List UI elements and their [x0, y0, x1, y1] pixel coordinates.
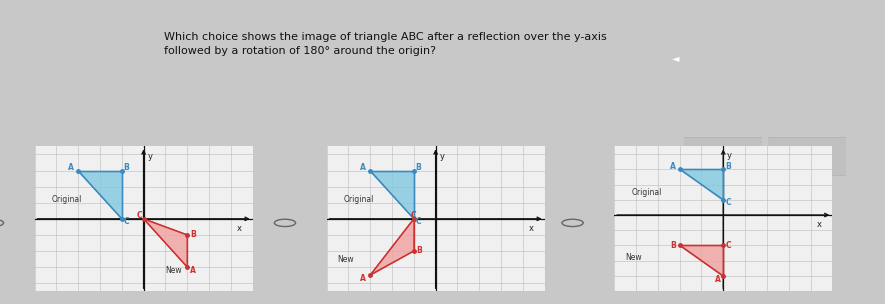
Text: B: B: [189, 230, 196, 240]
Text: C: C: [411, 211, 417, 220]
Text: C: C: [726, 241, 732, 250]
FancyBboxPatch shape: [766, 137, 849, 176]
Text: Original: Original: [632, 188, 662, 197]
Polygon shape: [370, 171, 414, 219]
Text: C: C: [726, 198, 732, 206]
Text: x: x: [529, 224, 535, 233]
Text: C: C: [415, 217, 421, 226]
Text: New: New: [165, 266, 182, 275]
Text: New: New: [337, 254, 354, 264]
Text: A: A: [359, 163, 366, 172]
Text: B: B: [415, 163, 421, 172]
Text: C: C: [136, 211, 142, 220]
Polygon shape: [370, 219, 414, 275]
Text: x: x: [237, 224, 242, 233]
Polygon shape: [680, 169, 723, 200]
Text: CLEAR: CLEAR: [707, 152, 739, 161]
Polygon shape: [143, 219, 188, 267]
Text: Original: Original: [52, 195, 82, 204]
FancyBboxPatch shape: [681, 137, 765, 176]
Text: B: B: [123, 163, 129, 172]
Text: New: New: [625, 253, 642, 262]
Text: Original: Original: [344, 195, 374, 204]
Polygon shape: [78, 171, 122, 219]
Text: x: x: [817, 219, 822, 229]
Text: CHECK: CHECK: [790, 152, 824, 161]
Text: C: C: [123, 217, 129, 226]
Text: y: y: [148, 151, 152, 161]
Text: y: y: [727, 151, 732, 160]
Text: B: B: [725, 162, 730, 171]
Text: ◄: ◄: [673, 53, 680, 63]
Text: A: A: [67, 163, 73, 172]
Text: y: y: [440, 151, 444, 161]
Text: B: B: [670, 241, 676, 250]
Text: A: A: [359, 274, 366, 283]
Text: A: A: [670, 162, 676, 171]
Text: A: A: [715, 275, 720, 284]
Polygon shape: [680, 246, 723, 276]
Text: B: B: [417, 247, 422, 255]
Text: A: A: [189, 266, 196, 275]
Text: Which choice shows the image of triangle ABC after a reflection over the y-axis
: Which choice shows the image of triangle…: [164, 32, 606, 56]
